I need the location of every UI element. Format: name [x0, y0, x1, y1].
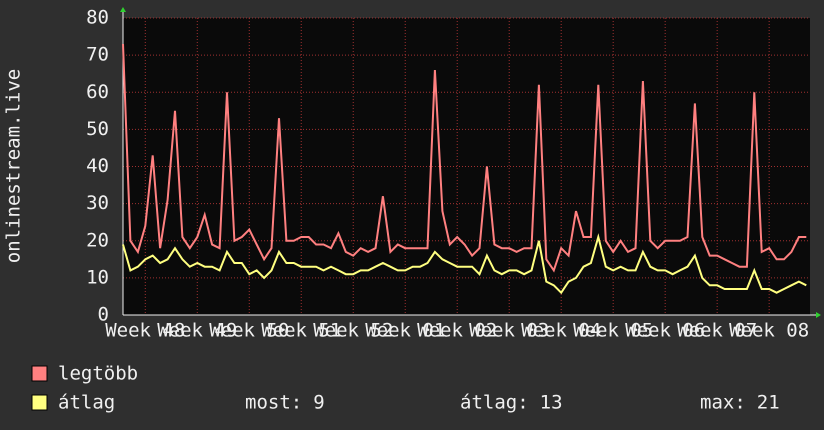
x-tick-label: Week 01: [365, 320, 445, 342]
stat-value: 21: [757, 392, 780, 414]
y-tick-label: 0: [98, 304, 109, 326]
x-tick-label: Week 48: [105, 320, 185, 342]
stat-label: átlag:: [460, 392, 529, 414]
x-tick-label: Week 06: [625, 320, 705, 342]
series-line: [122, 43, 807, 273]
y-axis-label: onlinestream.live: [3, 69, 25, 263]
y-tick-label: 60: [86, 81, 109, 103]
y-tick-label: 20: [86, 229, 109, 251]
legend-swatch: [31, 394, 48, 411]
legend-label: legtöbb: [58, 363, 138, 385]
x-tick-label: Week 07: [677, 320, 757, 342]
legend-swatch: [31, 365, 48, 382]
y-tick-label: 50: [86, 118, 109, 140]
x-tick-label: Week 03: [469, 320, 549, 342]
x-tick-label: Week 05: [573, 320, 653, 342]
y-tick-label: 10: [86, 266, 109, 288]
plot-area: [123, 18, 810, 315]
x-tick-label: Week 02: [417, 320, 497, 342]
y-tick-label: 70: [86, 44, 109, 66]
axis-arrow: [816, 312, 821, 318]
x-tick-label: Week 04: [521, 320, 601, 342]
stat-value: 13: [540, 392, 563, 414]
y-tick-label: 40: [86, 155, 109, 177]
legend-label: átlag: [58, 392, 115, 414]
stat-label: max:: [700, 392, 746, 414]
x-tick-label: Week 49: [157, 320, 237, 342]
x-tick-label: Week 51: [261, 320, 341, 342]
x-tick-label: Week 50: [209, 320, 289, 342]
y-tick-label: 30: [86, 192, 109, 214]
stat-value: 9: [313, 392, 324, 414]
axis-arrow: [120, 7, 126, 12]
stat-label: most:: [245, 392, 302, 414]
y-tick-label: 80: [86, 7, 109, 29]
x-tick-label: Week 52: [313, 320, 393, 342]
series-line: [122, 233, 807, 295]
x-tick-label: Week 08: [729, 320, 809, 342]
